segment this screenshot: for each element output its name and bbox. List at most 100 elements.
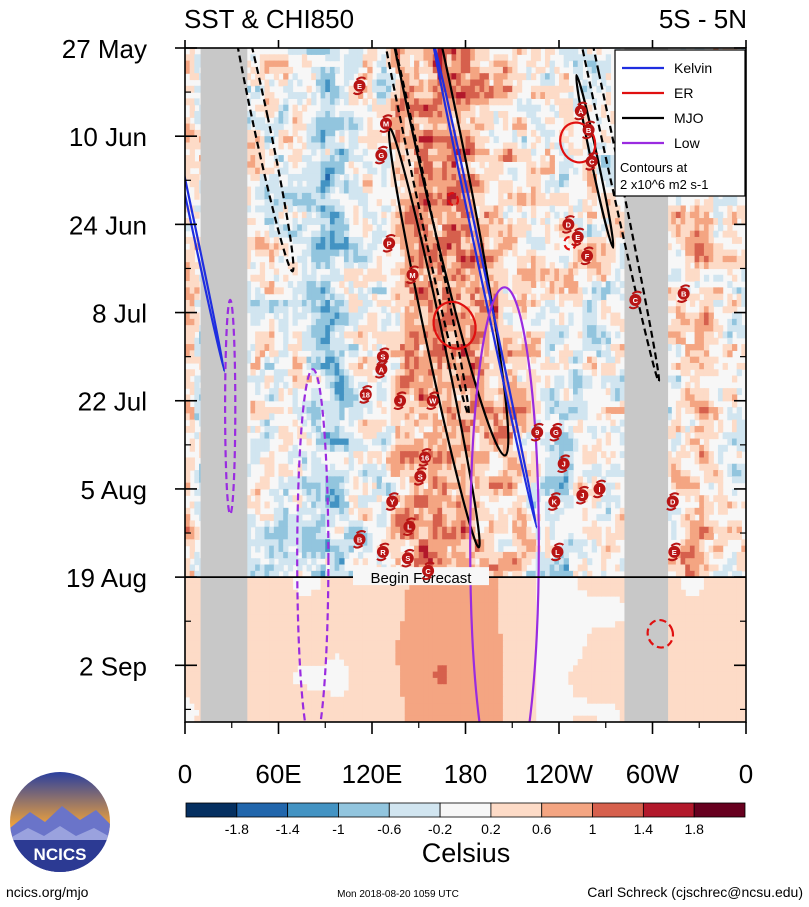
sst-cell xyxy=(544,331,551,339)
sst-cell xyxy=(292,331,298,339)
sst-cell xyxy=(610,211,616,219)
sst-cell xyxy=(470,129,476,137)
sst-cell xyxy=(699,369,705,377)
sst-cell xyxy=(456,79,462,87)
sst-cell xyxy=(372,293,378,301)
sst-cell xyxy=(428,54,434,62)
sst-cell xyxy=(432,356,439,364)
sst-cell xyxy=(544,400,551,408)
sst-cell xyxy=(325,98,331,106)
sst-cell xyxy=(722,350,728,358)
sst-cell xyxy=(680,236,686,244)
sst-cell xyxy=(526,104,532,112)
sst-cell xyxy=(694,400,700,408)
sst-cell xyxy=(474,419,481,427)
sst-cell xyxy=(283,306,289,314)
sst-cell xyxy=(297,236,303,244)
sst-cell xyxy=(713,299,719,307)
sst-cell xyxy=(456,211,462,219)
sst-cell xyxy=(582,85,588,93)
sst-cell xyxy=(717,407,724,414)
sst-cell xyxy=(619,281,626,288)
sst-cell xyxy=(264,92,270,99)
sst-cell xyxy=(708,287,714,295)
sst-cell xyxy=(329,186,336,194)
sst-cell xyxy=(512,230,518,238)
sst-cell xyxy=(381,66,387,74)
sst-cell xyxy=(470,299,476,307)
sst-cell xyxy=(189,299,195,307)
sst-cell xyxy=(357,117,364,125)
sst-cell xyxy=(329,400,336,408)
sst-cell xyxy=(339,186,345,194)
sst-cell xyxy=(703,407,710,414)
sst-cell xyxy=(601,136,607,144)
sst-cell xyxy=(362,180,368,188)
sst-cell xyxy=(297,362,303,370)
sst-cell xyxy=(544,344,551,351)
sst-cell xyxy=(343,400,350,408)
sst-cell xyxy=(526,73,532,81)
sst-cell xyxy=(544,224,551,232)
sst-cell xyxy=(516,199,523,207)
sst-cell xyxy=(671,293,677,301)
sst-cell xyxy=(269,218,275,225)
sst-cell xyxy=(708,419,714,427)
sst-cell xyxy=(456,173,462,181)
sst-cell xyxy=(325,180,331,188)
sst-cell xyxy=(357,299,364,307)
sst-cell xyxy=(386,337,392,345)
sst-cell xyxy=(301,268,308,276)
sst-cell xyxy=(325,312,331,320)
sst-cell xyxy=(325,104,331,112)
sst-cell xyxy=(376,274,382,282)
sst-cell xyxy=(498,400,504,408)
sst-cell xyxy=(255,287,261,295)
sst-cell xyxy=(437,155,443,162)
sst-cell xyxy=(348,388,354,396)
sst-cell xyxy=(273,98,280,106)
sst-cell xyxy=(549,79,555,87)
sst-cell xyxy=(353,66,359,74)
sst-cell xyxy=(685,344,691,351)
sst-cell xyxy=(353,205,359,213)
sst-cell xyxy=(708,369,714,377)
sst-cell xyxy=(320,243,326,251)
sst-cell xyxy=(255,318,261,326)
sst-cell xyxy=(381,394,387,402)
sst-cell xyxy=(474,180,481,188)
sst-cell xyxy=(727,337,733,345)
sst-cell xyxy=(689,249,696,257)
sst-cell xyxy=(474,293,481,301)
sst-cell xyxy=(283,318,289,326)
sst-cell xyxy=(530,186,537,194)
sst-cell xyxy=(456,136,462,144)
sst-cell xyxy=(269,60,275,68)
sst-cell xyxy=(255,192,261,200)
sst-cell xyxy=(306,287,312,295)
sst-cell xyxy=(587,60,593,68)
sst-cell xyxy=(460,299,467,307)
sst-cell xyxy=(460,224,467,232)
sst-cell xyxy=(456,274,462,282)
sst-cell xyxy=(587,331,593,339)
sst-cell xyxy=(245,136,252,144)
sst-cell xyxy=(320,262,326,270)
sst-cell xyxy=(544,167,551,175)
sst-cell xyxy=(390,425,396,433)
sst-cell xyxy=(273,73,280,81)
sst-cell xyxy=(554,66,560,74)
sst-cell xyxy=(554,180,560,188)
sst-cell xyxy=(367,123,373,131)
sst-cell xyxy=(409,299,415,307)
sst-cell xyxy=(442,180,448,188)
sst-cell xyxy=(353,155,359,162)
sst-cell xyxy=(731,312,738,320)
sst-cell xyxy=(722,306,728,314)
sst-cell xyxy=(418,325,425,333)
sst-cell xyxy=(474,117,481,125)
sst-cell xyxy=(703,199,710,207)
sst-cell xyxy=(498,306,504,314)
sst-cell xyxy=(283,425,289,433)
sst-cell xyxy=(577,54,583,62)
